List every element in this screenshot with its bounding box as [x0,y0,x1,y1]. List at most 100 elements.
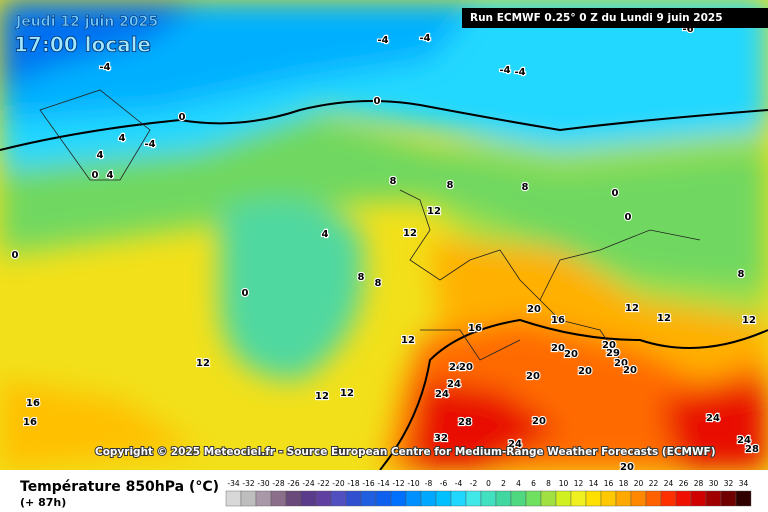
scale-swatch [225,490,242,507]
scale-label: -22 [317,479,329,488]
scale-label: -32 [242,479,254,488]
contour-label: 12 [340,388,354,399]
lead-time: (+ 87h) [20,496,66,509]
contour-label: 24 [447,379,461,390]
scale-label: -20 [332,479,344,488]
scale-label: 18 [619,479,629,488]
contour-label: 16 [26,398,40,409]
contour-label: 4 [322,229,329,240]
scale-swatch [465,490,482,507]
contour-label: 0 [625,212,632,223]
scale-swatch [330,490,347,507]
contour-label: 28 [458,417,472,428]
contour-label: 20 [614,358,628,369]
scale-swatch [315,490,332,507]
scale-swatch [540,490,557,507]
contour-label: -4 [514,67,525,78]
scale-label: 14 [589,479,599,488]
scale-label: -24 [302,479,314,488]
scale-swatch [630,490,647,507]
contour-label: 12 [625,303,639,314]
scale-swatch [345,490,362,507]
contour-label: 8 [375,278,382,289]
scale-label: 20 [634,479,644,488]
scale-swatch [690,490,707,507]
scale-swatch [615,490,632,507]
run-info: Run ECMWF 0.25° 0 Z du Lundi 9 juin 2025 [470,12,723,24]
contour-label: 24 [449,362,463,373]
contour-label: 8 [522,182,529,193]
forecast-time: 17:00 locale [14,33,151,57]
contour-label: 12 [401,335,415,346]
contour-label: 20 [578,366,592,377]
scale-label: -16 [362,479,374,488]
contour-label: 20 [551,343,565,354]
scale-swatch [570,490,587,507]
scale-label: -8 [425,479,433,488]
scale-swatch [390,490,407,507]
contour-label: 0 [242,288,249,299]
scale-swatch [555,490,572,507]
forecast-date: Jeudi 12 juin 2025 [15,14,158,30]
contour-label: 0 [12,250,19,261]
scale-swatch [285,490,302,507]
scale-label: 4 [516,479,521,488]
contour-label: 28 [745,444,759,455]
scale-label: -34 [227,479,239,488]
scale-swatch [270,490,287,507]
scale-swatch [660,490,677,507]
scale-swatch [720,490,737,507]
contour-label: 12 [427,206,441,217]
contour-label: 12 [657,313,671,324]
contour-label: 12 [315,391,329,402]
scale-label: 26 [679,479,689,488]
scale-swatch [405,490,422,507]
contour-label: 29 [606,348,620,359]
contour-label: 8 [390,176,397,187]
contour-label: 24 [737,435,751,446]
scale-swatch [450,490,467,507]
contour-label: 0 [612,188,619,199]
scale-swatch [705,490,722,507]
scale-label: 2 [501,479,506,488]
scale-label: 32 [724,479,734,488]
scale-swatch [735,490,752,507]
field-title: Température 850hPa (°C) [20,479,219,495]
contour-label: 20 [623,365,637,376]
scale-swatch [255,490,272,507]
scale-label: 24 [664,479,674,488]
contour-label: -4 [419,33,430,44]
color-scale: -34 -32 -30 -28 -26 -24 -22 -20 -18 -16 -14 -12 -10-… [225,479,752,507]
scale-label: 34 [739,479,749,488]
scale-label: -10 [407,479,419,488]
contour-label: 24 [706,413,720,424]
scale-label: -14 [377,479,389,488]
scale-label: 12 [574,479,584,488]
scale-label: 30 [709,479,719,488]
contour-label: 20 [459,362,473,373]
contour-label: 12 [196,358,210,369]
contour-label: 20 [602,340,616,351]
contour-label: 0 [179,112,186,123]
scale-swatch [495,490,512,507]
scale-swatch [375,490,392,507]
scale-swatch [240,490,257,507]
scale-swatch [480,490,497,507]
contour-label: 12 [403,228,417,239]
contour-label: 4 [107,170,114,181]
scale-label: -2 [470,479,478,488]
contour-label: 8 [358,272,365,283]
scale-swatch [435,490,452,507]
scale-label: 0 [486,479,491,488]
contour-label: -4 [99,62,110,73]
contour-label: -4 [499,65,510,76]
contour-label: 8 [738,269,745,280]
scale-swatch [420,490,437,507]
scale-label: -6 [440,479,448,488]
contour-label: 16 [468,323,482,334]
scale-swatch [600,490,617,507]
contour-label: 16 [551,315,565,326]
scale-label: 10 [559,479,569,488]
